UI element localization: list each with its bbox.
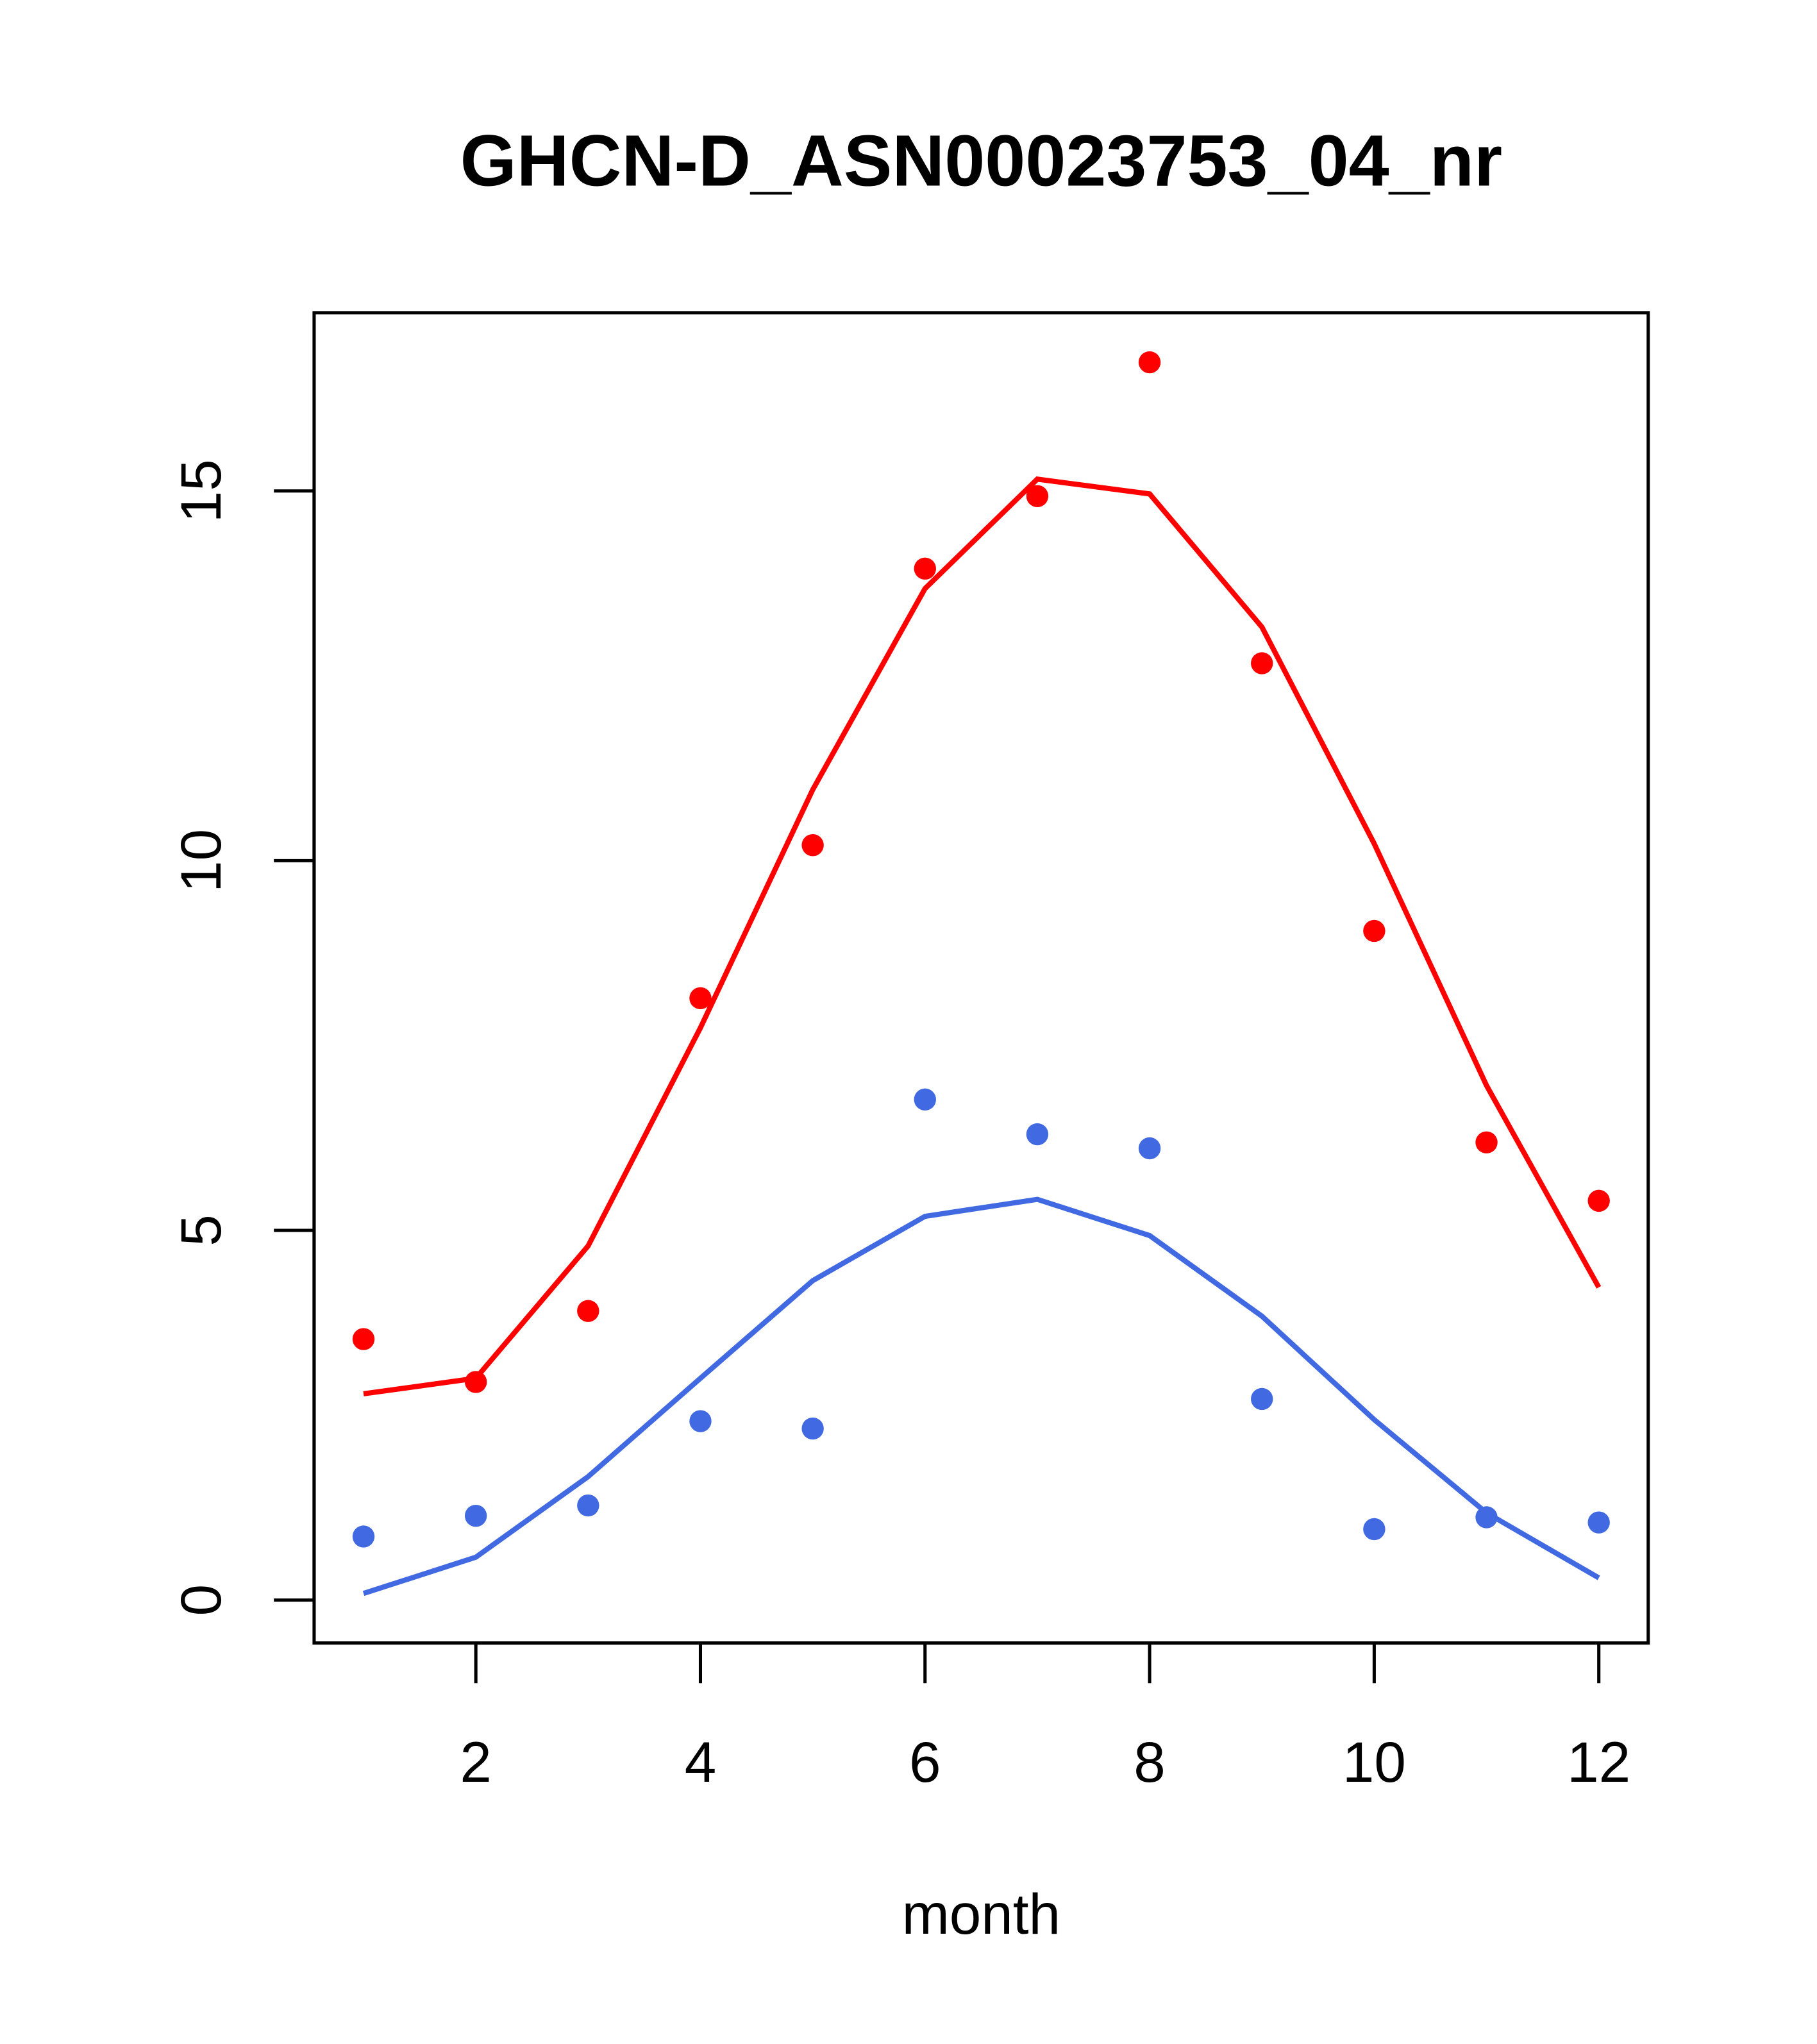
data-point bbox=[1026, 485, 1049, 508]
x-tick-label: 4 bbox=[685, 1730, 717, 1794]
data-point bbox=[801, 834, 824, 857]
y-tick-label: 15 bbox=[169, 459, 233, 523]
data-point bbox=[464, 1504, 487, 1527]
data-point bbox=[914, 1088, 936, 1111]
x-tick-label: 6 bbox=[909, 1730, 941, 1794]
series-line-1 bbox=[363, 476, 1602, 1396]
y-tick-label: 10 bbox=[169, 829, 233, 892]
y-axis: 0 5 10 15 bbox=[169, 459, 316, 1616]
data-point bbox=[577, 1494, 599, 1517]
x-tick-label: 8 bbox=[1134, 1730, 1166, 1794]
data-point bbox=[1363, 1518, 1386, 1541]
chart-title: GHCN-D_ASN00023753_04_nr bbox=[460, 120, 1502, 201]
data-point bbox=[689, 1410, 712, 1432]
data-point bbox=[801, 1417, 824, 1440]
data-point bbox=[1251, 652, 1273, 674]
x-tick-label: 12 bbox=[1567, 1730, 1630, 1794]
data-point bbox=[352, 1525, 375, 1548]
data-point bbox=[1026, 1123, 1049, 1146]
x-axis: 2 4 6 8 10 12 bbox=[460, 1641, 1630, 1794]
data-point bbox=[1138, 1137, 1161, 1160]
series-line-3 bbox=[362, 1196, 1600, 1596]
data-point bbox=[1475, 1506, 1498, 1529]
data-point bbox=[1587, 1189, 1610, 1212]
x-tick-label: 2 bbox=[460, 1730, 492, 1794]
x-tick-label: 10 bbox=[1343, 1730, 1406, 1794]
y-tick-label: 0 bbox=[169, 1584, 233, 1616]
data-point bbox=[1251, 1387, 1273, 1411]
plot-frame bbox=[312, 311, 1650, 1645]
data-point bbox=[1138, 351, 1161, 374]
x-axis-label: month bbox=[902, 1882, 1061, 1946]
data-point bbox=[1475, 1131, 1498, 1153]
data-point bbox=[577, 1300, 599, 1322]
y-tick-label: 5 bbox=[169, 1214, 233, 1246]
data-point bbox=[464, 1371, 487, 1393]
data-point bbox=[1363, 919, 1386, 942]
data-point bbox=[1587, 1511, 1610, 1534]
data-point bbox=[352, 1328, 375, 1350]
series-layer bbox=[352, 351, 1610, 1596]
data-point bbox=[689, 987, 712, 1010]
data-point bbox=[914, 557, 936, 580]
